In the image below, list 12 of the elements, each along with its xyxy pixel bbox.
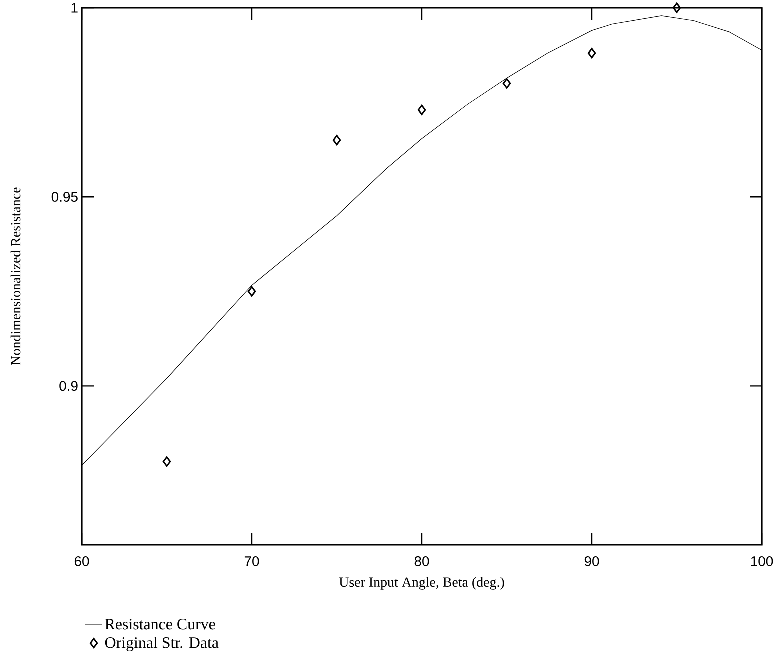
y-tick-label: 1 <box>72 3 78 13</box>
x-axis-title: User Input Angle, Beta (deg.) <box>339 577 504 590</box>
x-tick-label: 60 <box>74 556 90 566</box>
legend-label: Resistance Curve <box>105 619 216 630</box>
x-tick-label: 100 <box>751 556 774 566</box>
y-tick-label: 0.9 <box>60 381 78 392</box>
y-axis-title: Nondimensionalized Resistance <box>10 188 21 366</box>
y-tick-label: 0.95 <box>52 192 78 202</box>
x-tick-label: 80 <box>414 556 430 566</box>
x-tick-label: 90 <box>584 556 600 566</box>
legend-label: Original Str. Data <box>105 637 219 652</box>
x-tick-label: 70 <box>244 556 260 566</box>
